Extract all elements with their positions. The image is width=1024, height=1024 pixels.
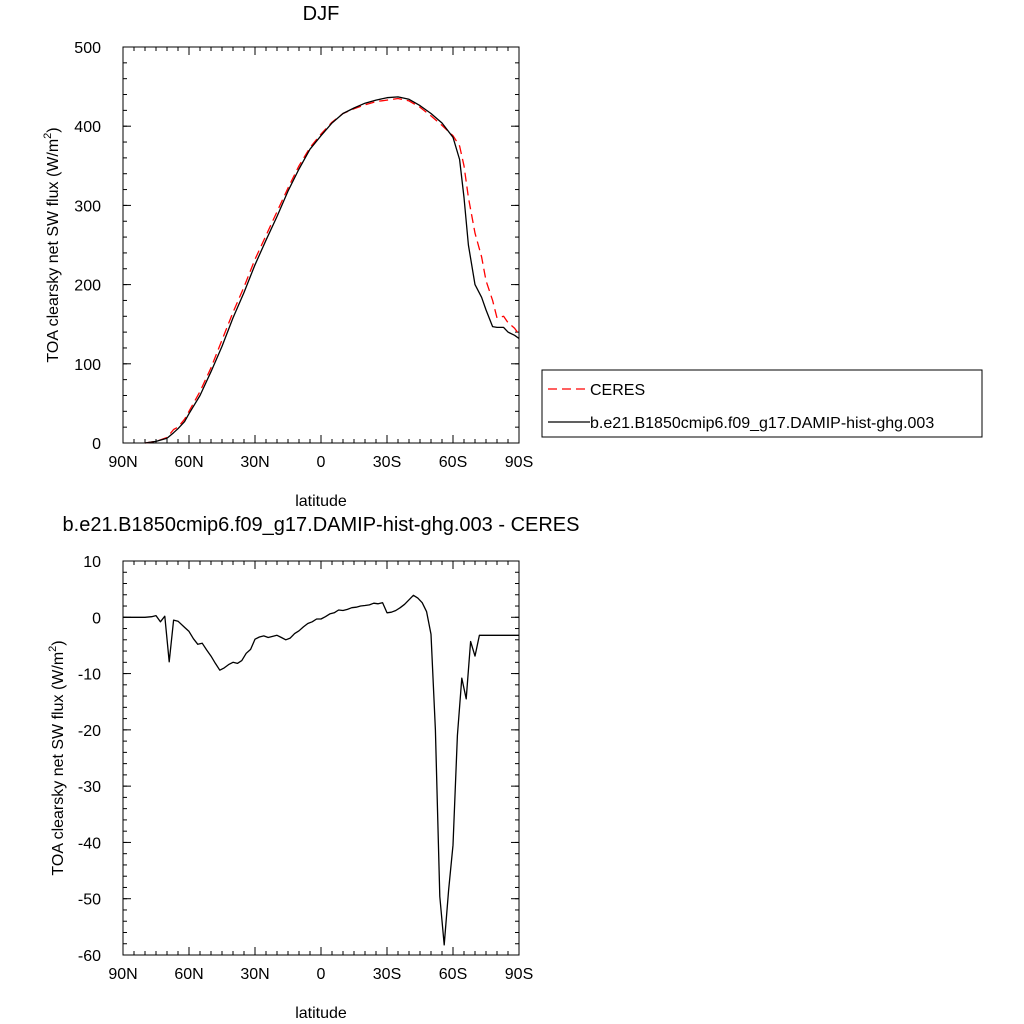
y-tick-label: 10 <box>83 554 101 571</box>
y-axis-label-close: ) <box>50 640 67 645</box>
y-tick-label: -20 <box>78 723 101 740</box>
chart-title: DJF <box>303 3 340 25</box>
y-axis-label-superscript: 2 <box>47 646 59 652</box>
plot-frame <box>122 560 520 956</box>
y-tick-label: -50 <box>78 892 101 909</box>
series-line-ceres <box>144 97 520 444</box>
x-tick-label: 30N <box>240 966 269 983</box>
x-tick-label: 0 <box>317 454 326 471</box>
y-tick-label: 400 <box>74 119 101 136</box>
legend: CERES b.e21.B1850cmip6.f09_g17.DAMIP-hist… <box>541 369 983 438</box>
series-line-difference <box>123 594 519 946</box>
x-tick-label: 90S <box>505 966 533 983</box>
y-tick-label: 0 <box>92 436 101 453</box>
x-tick-label: 90N <box>108 454 137 471</box>
y-axis-label-close: ) <box>45 127 62 132</box>
x-tick-label: 60S <box>439 966 467 983</box>
y-tick-label: 200 <box>74 278 101 295</box>
y-tick-label: 100 <box>74 357 101 374</box>
y-tick-label: 500 <box>74 40 101 57</box>
y-axis-label: TOA clearsky net SW flux (W/m2) <box>47 640 67 875</box>
y-axis-label-superscript: 2 <box>42 133 54 139</box>
x-tick-label: 30S <box>373 966 401 983</box>
y-tick-label: -30 <box>78 779 101 796</box>
x-tick-label: 30N <box>240 454 269 471</box>
chart-panel-2: b.e21.B1850cmip6.f09_g17.DAMIP-hist-ghg.… <box>47 514 579 1022</box>
chart-panel-1: DJF 90N 60N 30N 0 30S 60S 90S 0 100 200 300 400 500 la… <box>42 3 533 510</box>
y-axis-label: TOA clearsky net SW flux (W/m2) <box>42 127 62 362</box>
legend-entry-2: b.e21.B1850cmip6.f09_g17.DAMIP-hist-ghg.… <box>590 415 934 432</box>
x-tick-label: 60N <box>174 454 203 471</box>
x-tick-label: 60N <box>174 966 203 983</box>
legend-box <box>541 369 983 438</box>
legend-entry-1: CERES <box>590 382 645 399</box>
x-tick-label: 30S <box>373 454 401 471</box>
series-line-b-e21-b1850cmip6-f09-g17-damip-hist-ghg-003 <box>144 96 520 444</box>
y-tick-label: -60 <box>78 948 101 965</box>
y-axis-label-main: TOA clearsky net SW flux (W/m <box>45 139 62 363</box>
x-tick-label: 60S <box>439 454 467 471</box>
x-axis-label: latitude <box>295 493 347 510</box>
y-tick-label: -40 <box>78 835 101 852</box>
x-tick-label: 0 <box>317 966 326 983</box>
x-axis-label: latitude <box>295 1005 347 1022</box>
y-tick-label: -10 <box>78 667 101 684</box>
x-tick-label: 90N <box>108 966 137 983</box>
x-tick-label: 90S <box>505 454 533 471</box>
y-tick-label: 0 <box>92 610 101 627</box>
plot-frame <box>122 46 520 444</box>
y-axis-label-main: TOA clearsky net SW flux (W/m <box>50 652 67 876</box>
chart-title: b.e21.B1850cmip6.f09_g17.DAMIP-hist-ghg.… <box>63 514 580 536</box>
y-tick-label: 300 <box>74 198 101 215</box>
